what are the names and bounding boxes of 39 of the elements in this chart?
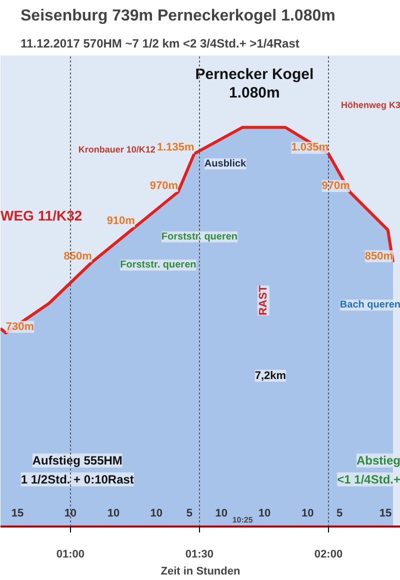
annotation: RAST [257, 285, 270, 316]
x-tick-label: 01:30 [185, 548, 214, 560]
annotation: WEG 11/K32 [0, 208, 82, 224]
annotation: 10 [258, 507, 271, 520]
text: 850m [64, 250, 92, 262]
annotation: <1 1/4Std.+ [337, 472, 400, 486]
annotation: Ausblick [204, 158, 247, 170]
text: Höhenweg K3 [340, 100, 400, 110]
annotation: 10:25 [232, 516, 254, 525]
annotation: Forststr. queren [120, 260, 196, 271]
text: 1.135m [157, 142, 194, 154]
annotation: 10 [150, 507, 163, 520]
annotation: 5 [336, 507, 343, 520]
x-tick-label: 02:00 [314, 548, 343, 560]
text: 910m [106, 215, 135, 228]
annotation: 10 [107, 507, 120, 520]
annotation: Abstieg [356, 454, 400, 468]
text: 850m [364, 250, 394, 262]
annotation: 15 [11, 507, 24, 520]
annotation: Kronbauer 10/K12 [78, 144, 156, 155]
chart-subtitle: 11.12.2017 570HM ~7 1/2 km <2 3/4Std.+ >1/4Rast [20, 36, 300, 50]
text: Pernecker Kogel 1.080m [195, 66, 314, 102]
chart-title: Seisenburg 739m Perneckerkogel 1.080m [20, 8, 336, 24]
text: 1.035m [291, 142, 329, 154]
annotation: Bach queren [340, 300, 400, 311]
annotation: 10 [64, 507, 77, 520]
annotation: Aufstieg 555HM [32, 454, 122, 468]
text: 730m [6, 320, 34, 333]
x-tick-label: 01:00 [56, 548, 85, 560]
annotation: 5 [186, 507, 192, 520]
annotation: 7,2km [254, 370, 286, 382]
text: 970m [322, 180, 350, 192]
text: 970m [150, 180, 178, 192]
annotation: 1 1/2Std. + 0:10Rast [20, 472, 134, 486]
x-axis-title: Zeit in Stunden [160, 566, 240, 578]
annotation: 10 [215, 507, 228, 520]
annotation: Forststr. queren [161, 231, 238, 242]
annotation: 10 [301, 507, 314, 520]
annotation: 15 [379, 507, 392, 520]
